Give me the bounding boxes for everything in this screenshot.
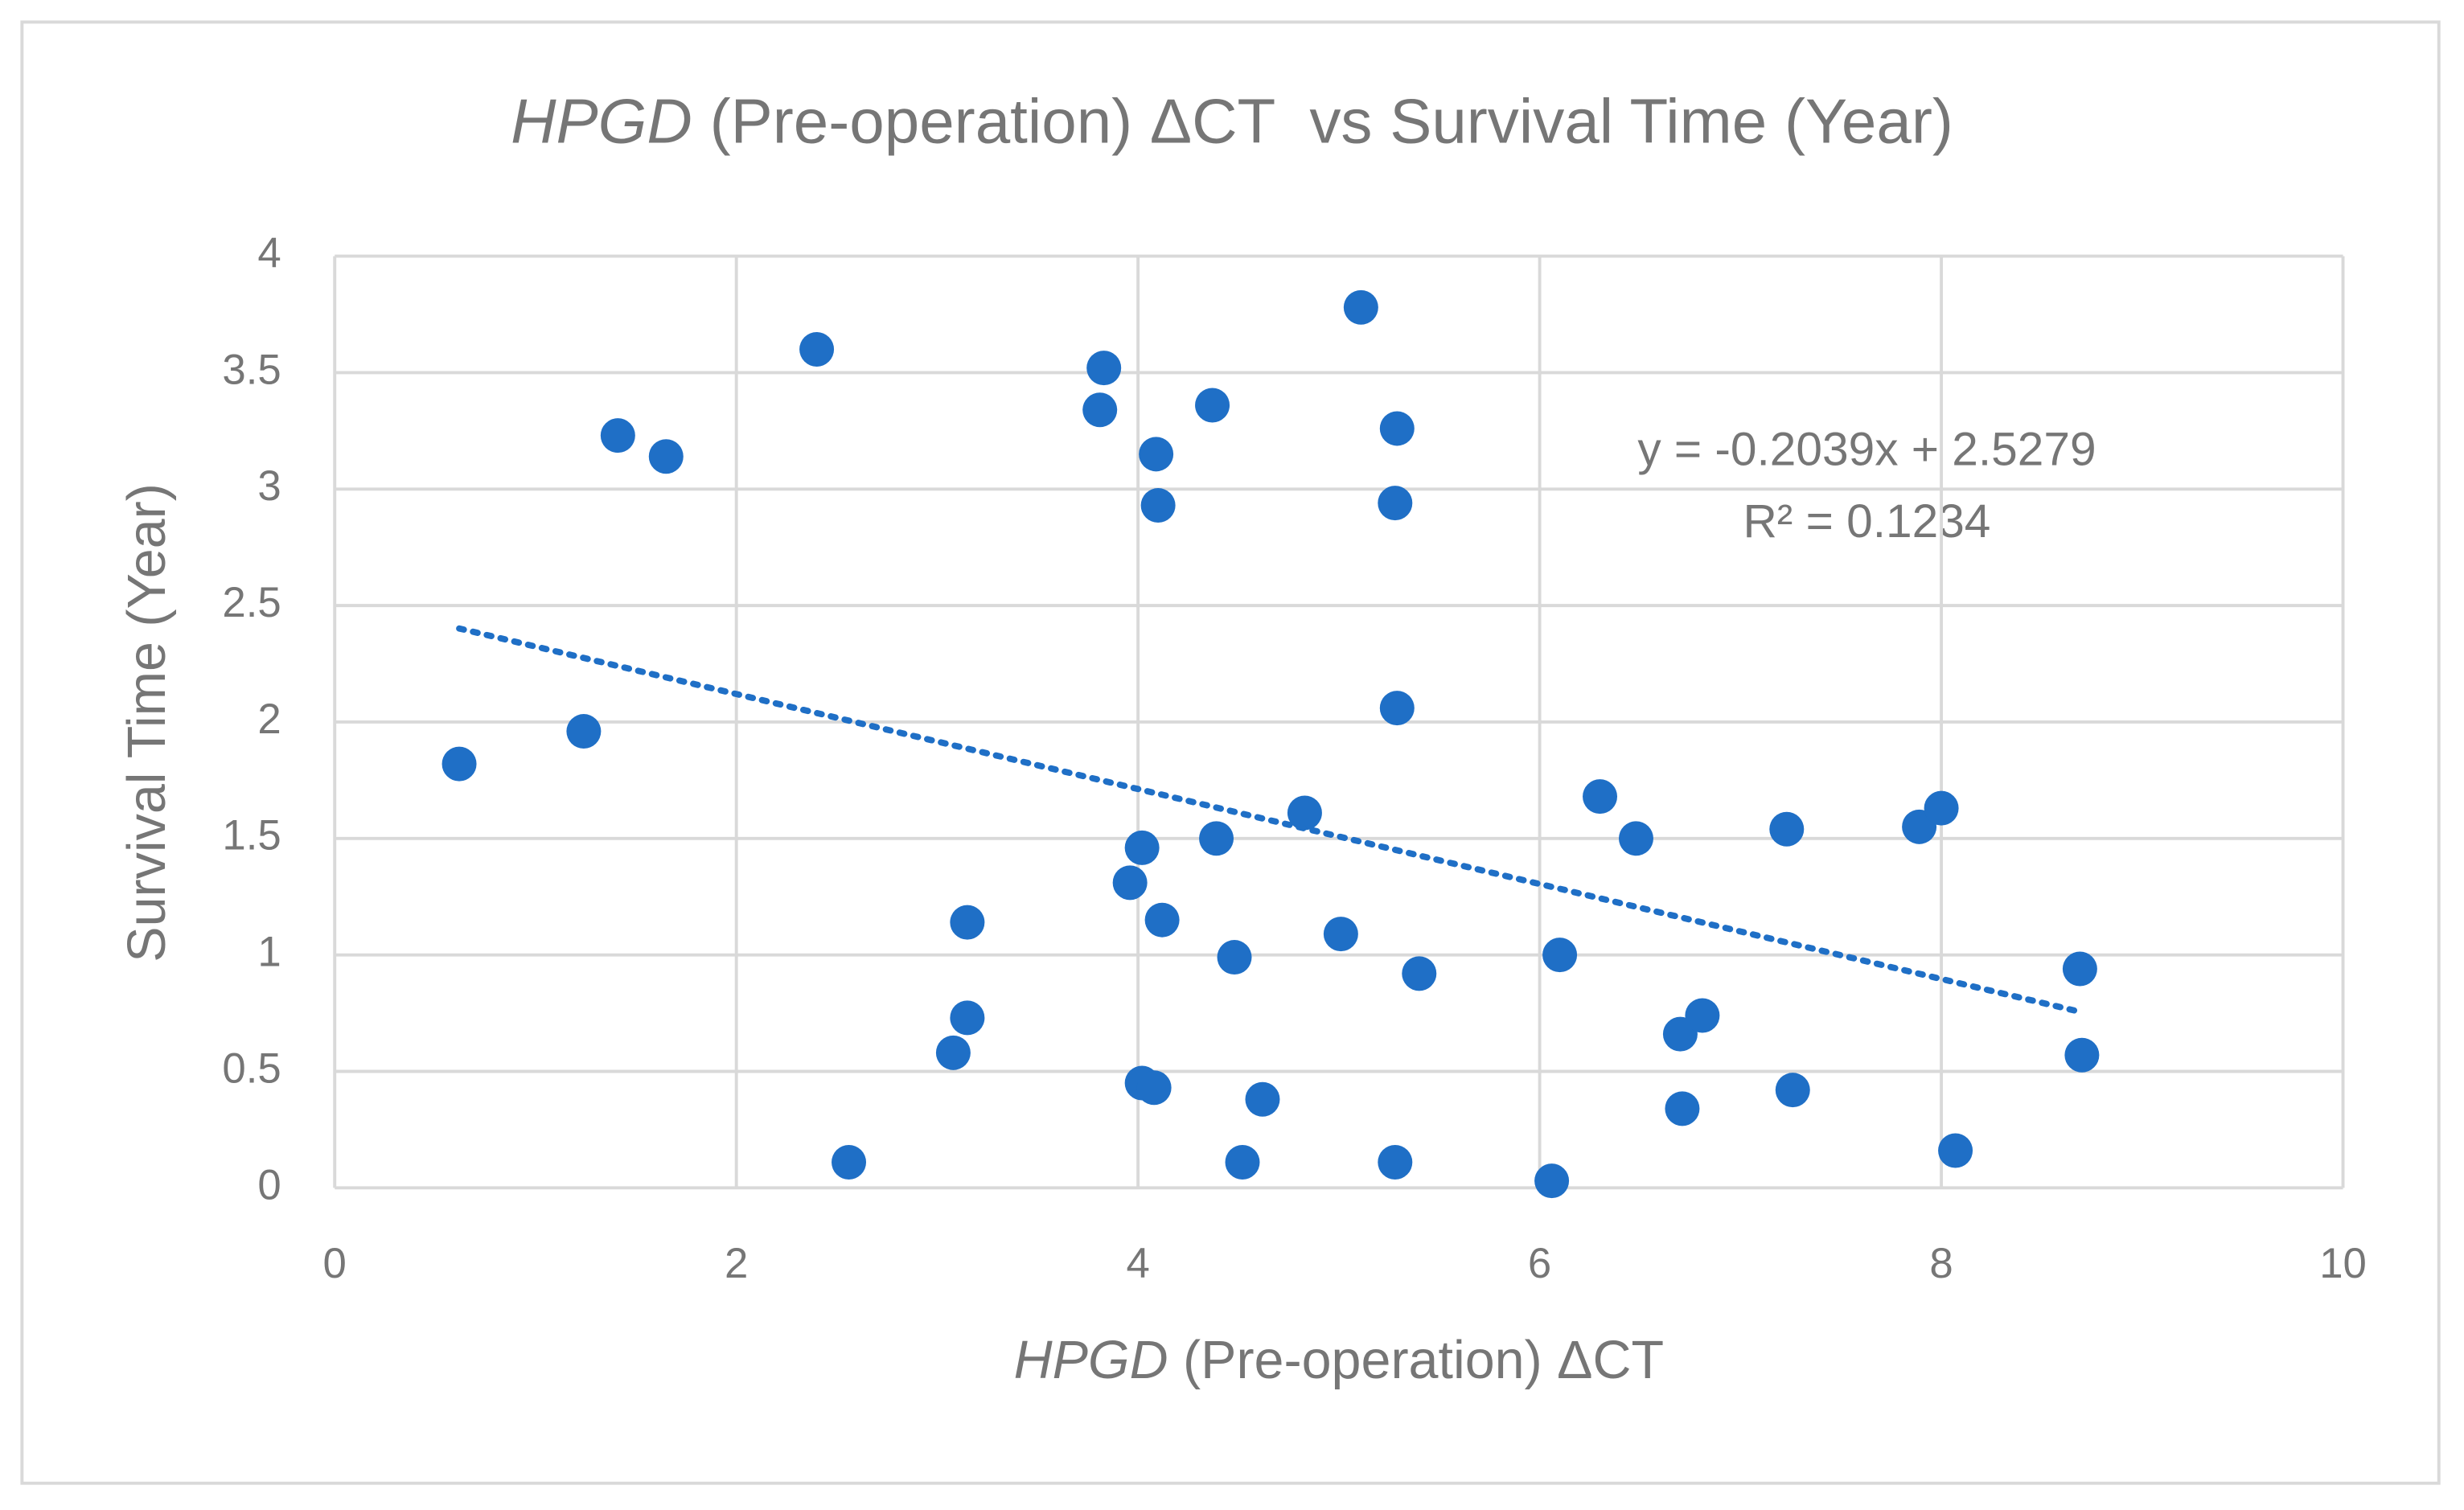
point	[832, 1144, 867, 1180]
point	[441, 746, 477, 782]
point	[1665, 1091, 1700, 1126]
x-axis-label-text: (Pre-operation) ΔCT	[1168, 1331, 1665, 1390]
trendline-r-squared: R² = 0.1234	[1743, 495, 1990, 548]
point	[1245, 1081, 1280, 1117]
point	[1402, 956, 1437, 991]
point	[566, 714, 602, 749]
point	[1378, 486, 1413, 521]
point	[648, 439, 684, 474]
point	[1287, 795, 1322, 831]
y-tick-label: 3.5	[222, 346, 281, 393]
point	[1379, 411, 1415, 446]
y-tick-label: 2.5	[222, 579, 281, 626]
chart-border	[20, 20, 2441, 1485]
x-axis-label: HPGD (Pre-operation) ΔCT	[1014, 1331, 1664, 1390]
point	[1379, 691, 1415, 726]
point	[1199, 821, 1234, 856]
point	[600, 418, 635, 453]
chart-title-italic: HPGD	[511, 85, 692, 156]
y-tick-label: 3	[257, 462, 281, 510]
point	[1225, 1144, 1260, 1180]
trendline	[456, 625, 2085, 1016]
y-axis-label: Survival Time (Year)	[117, 483, 177, 962]
point	[1542, 938, 1578, 973]
y-tick-label: 4	[257, 230, 281, 277]
x-tick-label: 10	[2319, 1240, 2367, 1287]
point	[1323, 917, 1358, 952]
x-tick-label: 6	[1528, 1240, 1551, 1287]
point	[1618, 821, 1653, 856]
point	[799, 331, 835, 367]
chart-title: HPGD (Pre-operation) ΔCT vs Survival Tim…	[511, 85, 1953, 156]
point	[1082, 392, 1118, 428]
point	[1938, 1133, 1973, 1168]
point	[935, 1035, 971, 1070]
point	[1139, 437, 1174, 472]
point	[2062, 951, 2097, 987]
point	[1685, 998, 1720, 1033]
point	[1583, 779, 1618, 814]
point	[1534, 1163, 1570, 1199]
x-tick-label: 0	[323, 1240, 347, 1287]
chart-title-text: (Pre-operation) ΔCT vs Survival Time (Ye…	[692, 85, 1953, 156]
point	[1140, 488, 1176, 523]
y-tick-label: 0.5	[222, 1044, 281, 1092]
point	[1343, 289, 1378, 325]
x-tick-label: 2	[725, 1240, 748, 1287]
point	[1086, 351, 1122, 386]
trendline-equation: y = -0.2039x + 2.5279	[1637, 423, 2096, 475]
point	[1378, 1144, 1413, 1180]
y-tick-label: 2	[257, 696, 281, 743]
point	[1124, 830, 1160, 865]
point	[950, 905, 985, 940]
point	[1217, 940, 1252, 975]
x-tick-label: 4	[1126, 1240, 1149, 1287]
point	[1112, 865, 1148, 901]
point	[1136, 1070, 1172, 1106]
x-tick-label: 8	[1929, 1240, 1953, 1287]
point	[1924, 790, 1959, 826]
x-axis-label-italic: HPGD	[1014, 1331, 1168, 1390]
point	[1195, 388, 1230, 423]
point	[950, 1000, 985, 1036]
y-tick-label: 1.5	[222, 812, 281, 860]
y-tick-label: 0	[257, 1161, 281, 1208]
point	[2064, 1037, 2100, 1073]
point	[1775, 1073, 1810, 1108]
point	[1769, 811, 1805, 847]
point	[1144, 902, 1180, 938]
y-tick-label: 1	[257, 929, 281, 976]
